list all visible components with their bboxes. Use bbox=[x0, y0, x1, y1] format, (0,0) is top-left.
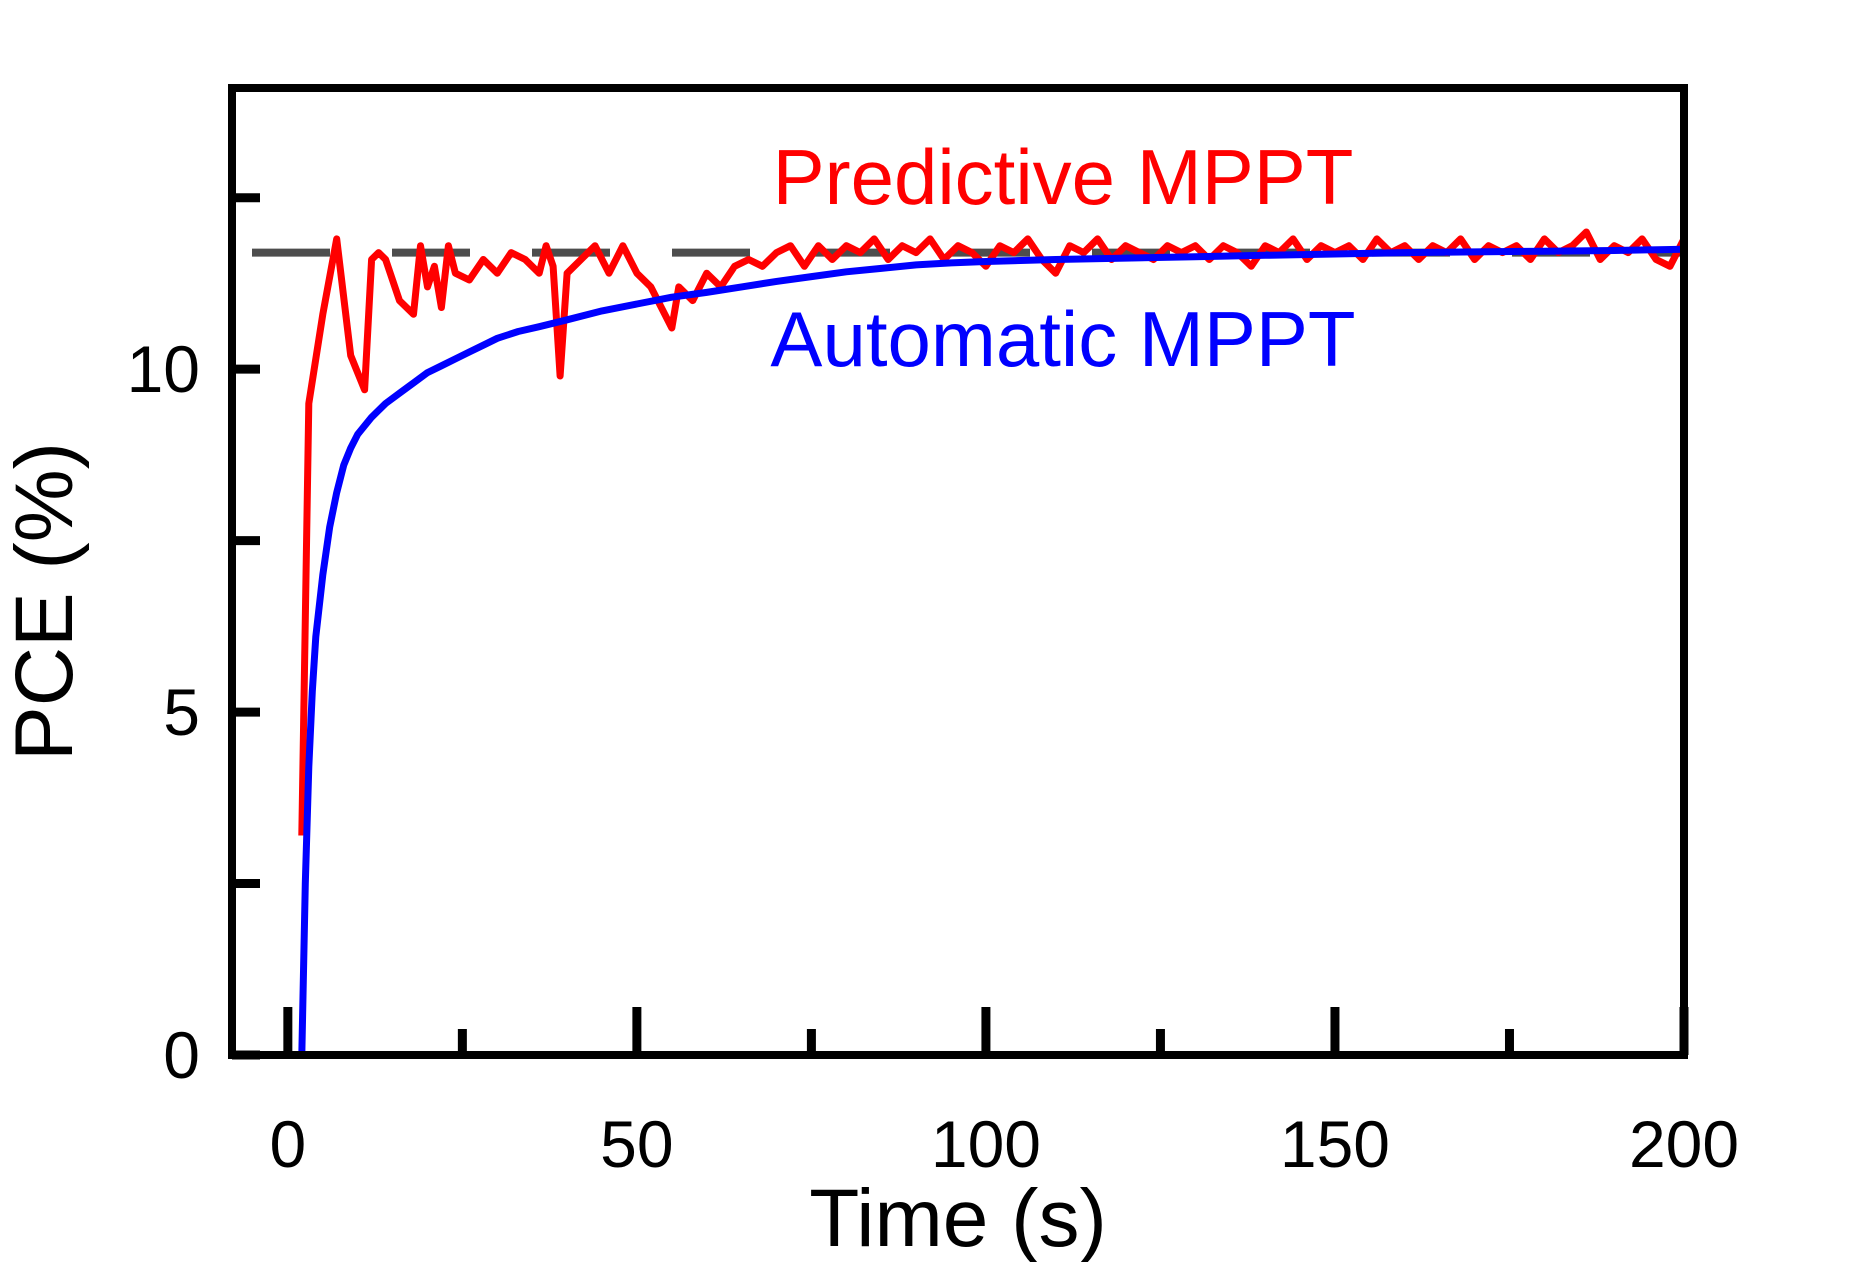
series-line-automatic bbox=[298, 245, 1685, 1056]
x-tick-label: 200 bbox=[1629, 1107, 1739, 1181]
y-tick-labels: 0 5 10 bbox=[127, 332, 200, 1092]
y-tick-label: 10 bbox=[127, 332, 200, 406]
series-label-predictive-mppt: Predictive MPPT bbox=[773, 133, 1354, 221]
y-tick-label: 0 bbox=[163, 1018, 200, 1092]
series-label-automatic-mppt: Automatic MPPT bbox=[770, 295, 1355, 383]
x-axis-title: Time (s) bbox=[809, 1173, 1107, 1262]
x-tick-label: 0 bbox=[269, 1107, 306, 1181]
series-line-predictive bbox=[298, 228, 1688, 836]
y-tick-label: 5 bbox=[163, 675, 200, 749]
x-tick-label: 150 bbox=[1280, 1107, 1390, 1181]
plot-frame bbox=[228, 84, 1688, 1059]
x-tick-label: 100 bbox=[931, 1107, 1041, 1181]
x-tick-label: 50 bbox=[600, 1107, 673, 1181]
data-series bbox=[298, 228, 1688, 1056]
x-tick-labels: 0 50 100 150 200 bbox=[269, 1107, 1739, 1181]
y-axis-title: PCE (%) bbox=[0, 442, 90, 761]
